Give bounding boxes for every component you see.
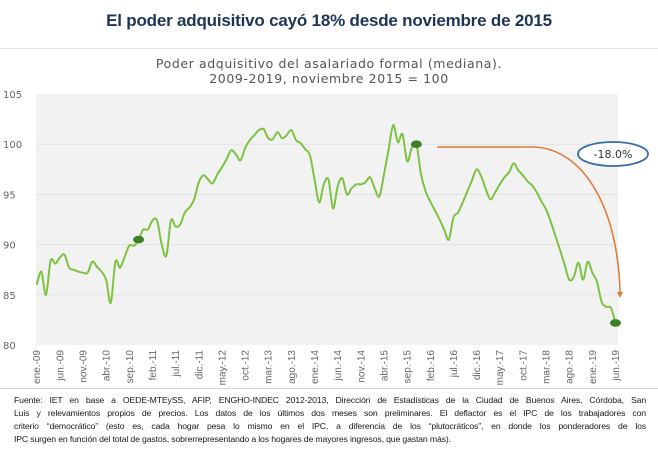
line-chart: Poder adquisitivo del asalariado formal … — [3, 56, 649, 386]
x-tick-label: ago.-13 — [287, 350, 298, 384]
x-tick-label: ene.-19 — [588, 350, 599, 384]
x-tick-label: oct.-17 — [518, 350, 529, 381]
arrow-head — [617, 292, 623, 298]
x-tick-label: sep.-15 — [403, 350, 414, 384]
annotation-label: -18.0% — [594, 148, 633, 161]
highlight-point — [133, 235, 145, 244]
y-tick-label: 100 — [3, 140, 22, 151]
x-tick-label: jun.-19 — [611, 350, 622, 382]
highlight-point — [610, 319, 621, 327]
x-tick-label: ago.-18 — [565, 350, 576, 384]
x-tick-label: oct.-12 — [241, 350, 252, 381]
x-tick-label: nov.-14 — [356, 350, 367, 383]
x-tick-label: jun.-14 — [333, 350, 344, 382]
y-tick-label: 85 — [3, 291, 16, 302]
decline-arrow — [437, 146, 621, 293]
x-axis: ene.-09 jun.-09 nov.-09 abr.-10 sep.-10 feb.-… — [32, 350, 622, 386]
x-tick-label: sep.-10 — [125, 350, 136, 384]
plot-area — [36, 94, 618, 345]
highlight-point — [410, 140, 422, 148]
divider — [0, 388, 658, 389]
y-tick-label: 95 — [3, 190, 16, 201]
x-tick-label: jun.-09 — [55, 350, 66, 382]
y-tick-label: 105 — [3, 90, 22, 101]
x-tick-label: may.-17 — [495, 350, 506, 386]
footnote-line: Fuente: IET en base a OEDE-MTEySS, AFIP,… — [14, 395, 646, 405]
page-title: El poder adquisitivo cayó 18% desde novi… — [106, 11, 552, 30]
x-tick-label: dic.-16 — [472, 350, 483, 380]
x-tick-label: nov.-09 — [79, 350, 90, 383]
x-tick-label: feb.-16 — [426, 350, 437, 382]
divider — [0, 48, 658, 49]
x-tick-label: ene.-14 — [310, 350, 321, 384]
series-line — [35, 124, 617, 324]
chart-subtitle: 2009-2019, noviembre 2015 = 100 — [209, 71, 449, 86]
annotation-ellipse — [577, 141, 649, 167]
x-tick-label: jul.-16 — [449, 350, 460, 379]
x-tick-label: abr.-10 — [102, 350, 113, 382]
footnote-line: criterio “democrático” (esto es, cada ho… — [14, 421, 646, 431]
highlight-points — [133, 140, 621, 327]
x-tick-label: mar.-13 — [264, 350, 275, 384]
y-tick-label: 90 — [3, 241, 16, 252]
x-tick-label: feb.-11 — [148, 350, 159, 381]
gridlines — [36, 143, 618, 296]
footnote-line: Luis y relevamientos propios de precios.… — [14, 408, 646, 418]
x-tick-label: jul.-11 — [171, 350, 182, 378]
y-axis: 80 85 90 95 100 105 — [3, 90, 22, 352]
x-tick-label: dic.-11 — [194, 350, 205, 380]
x-tick-label: mar.-18 — [542, 350, 553, 384]
footnote-line: IPC surgen en función del total de gasto… — [14, 434, 451, 444]
x-tick-label: may.-12 — [217, 350, 228, 386]
footnote: Fuente: IET en base a OEDE-MTEySS, AFIP,… — [14, 394, 646, 446]
x-tick-label: abr.-15 — [379, 350, 390, 382]
x-tick-label: ene.-09 — [32, 350, 43, 384]
chart-title: Poder adquisitivo del asalariado formal … — [156, 56, 502, 71]
y-tick-label: 80 — [3, 341, 16, 352]
